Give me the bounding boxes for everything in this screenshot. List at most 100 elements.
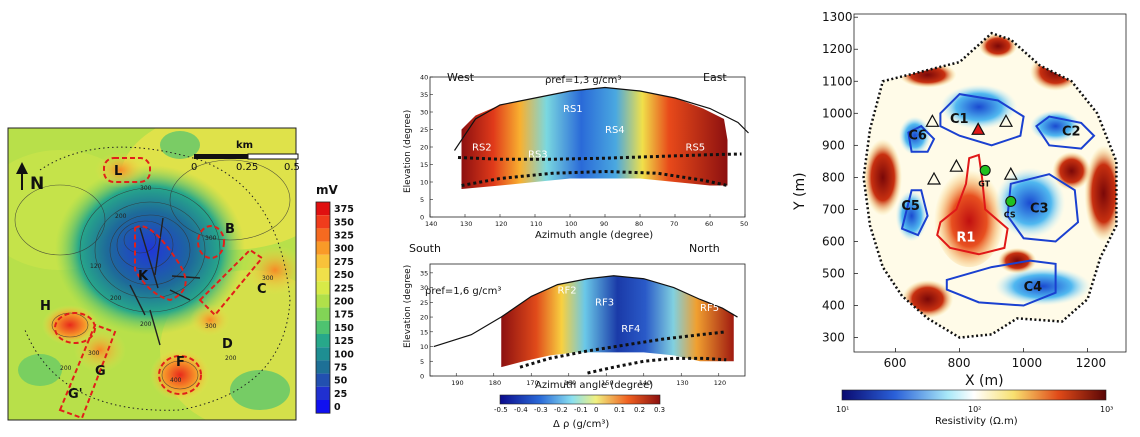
zone-label: C	[257, 282, 267, 297]
x-tick-label: 50	[740, 220, 748, 228]
sp-map-panel: L B K C H D G F G' 300 200 120 200 200 3…	[0, 100, 370, 430]
region-label: C2	[1062, 125, 1081, 140]
region-label: R1	[956, 230, 975, 245]
sp-colorbar-swatch	[316, 281, 330, 295]
x-tick-label: 800	[948, 356, 971, 370]
sp-colorbar-swatch	[316, 373, 330, 387]
region-label: C1	[950, 112, 969, 127]
station-marker	[979, 164, 991, 176]
density-bottom-panel: 190 180 170 160 150 140 130 120 0 5 10 15 20 25 30 35 R…	[395, 240, 765, 433]
region-label: RF5	[700, 303, 719, 314]
zone-label: L	[114, 164, 122, 179]
delta-rho-label: Δ ρ (g/cm³)	[553, 419, 609, 430]
resistivity-anomaly	[994, 167, 1066, 239]
triangle-marker	[998, 114, 1014, 127]
boundary-dashed-line	[461, 169, 728, 187]
x-tick-label: 130	[460, 220, 472, 228]
top-ylabel: Elevation (degree)	[403, 110, 413, 193]
contour-label: 200	[115, 213, 127, 220]
res-colorbar-label: Resistivity (Ω.m)	[935, 416, 1018, 427]
x-tick-label: 120	[714, 379, 726, 387]
triangle-marker	[925, 114, 940, 127]
sp-colorbar-swatch	[316, 400, 330, 414]
resistivity-svg: C1 C2 C3 C4 C5 C6 R1 GT CS 600 800 1000 1200 300 400…	[792, 10, 1127, 427]
top-title: ρref=1,3 g/cm³	[545, 75, 621, 86]
sp-colorbar-tick: 100	[334, 349, 354, 360]
sp-colorbar-tick: 350	[334, 217, 354, 228]
delta-rho-tick: 0.2	[634, 406, 645, 414]
resistivity-colorbar	[841, 389, 1107, 401]
bottom-ylabel: Elevation (degree)	[403, 265, 413, 348]
x-tick-label: 1000	[1012, 356, 1043, 370]
zone-label: B	[225, 222, 235, 237]
region-outline	[907, 124, 936, 153]
x-tick-label: 90	[600, 220, 608, 228]
region-label: RS2	[472, 143, 492, 154]
bottom-xlabel: Azimuth angle (degree)	[535, 380, 653, 391]
resistivity-anomaly	[1084, 145, 1117, 242]
y-tick-label: 1000	[822, 106, 853, 120]
delta-rho-tick: -0.3	[534, 406, 548, 414]
density-top-svg: 140 130 120 110 100 90 80 70 60 50 0 5 10 15 20 25 30 35 4…	[403, 71, 749, 241]
boundary-dashed-line	[587, 356, 727, 375]
sp-colorbar-unit: mV	[316, 183, 339, 197]
zone-label: F	[176, 355, 185, 370]
x-tick-label: 110	[530, 220, 542, 228]
y-tick-label: 15	[420, 161, 428, 169]
x-tick-label: 600	[884, 356, 907, 370]
y-tick-label: 1200	[822, 42, 853, 56]
region-label: RF2	[558, 285, 577, 296]
x-tick-label: 70	[670, 220, 678, 228]
region-outline	[900, 189, 929, 237]
resistivity-panel: C1 C2 C3 C4 C5 C6 R1 GT CS 600 800 1000 1200 300 400…	[790, 0, 1140, 433]
sp-colorbar-swatch	[316, 307, 330, 321]
zone-label: G	[95, 364, 106, 379]
res-xlabel: X (m)	[965, 373, 1004, 389]
y-tick-label: 5	[420, 196, 424, 204]
region-label: RF1	[479, 333, 498, 344]
y-tick-label: 300	[822, 331, 845, 345]
sp-colorbar-tick: 0	[334, 402, 341, 413]
sp-colorbar-swatch	[316, 334, 330, 348]
sp-colorbar-swatch	[316, 386, 330, 400]
zone-label: H	[40, 299, 51, 314]
res-ylabel: Y (m)	[792, 172, 808, 211]
region-label: RS3	[528, 150, 548, 161]
y-tick-label: 25	[420, 299, 428, 307]
contour-label: 200	[225, 355, 237, 362]
triangle-marker	[971, 122, 986, 135]
region-label: RS1	[563, 104, 583, 115]
topography-line	[454, 86, 749, 151]
triangle-marker	[949, 158, 964, 172]
boundary-dashed-line	[519, 330, 727, 369]
sp-colorbar-tick: 250	[334, 270, 354, 281]
boundary-dashed-line	[457, 152, 742, 161]
y-tick-label: 800	[822, 170, 845, 184]
x-tick-label: 1200	[1076, 356, 1107, 370]
scale-bar-unit: km	[236, 140, 253, 151]
y-tick-label: 5	[420, 358, 424, 366]
region-outline	[1006, 173, 1080, 243]
resistivity-anomaly	[1052, 151, 1091, 191]
contour-label: 300	[205, 235, 217, 242]
sp-colorbar-tick: 225	[334, 283, 354, 294]
station-label: CS	[1004, 210, 1016, 219]
density-anomaly-field	[501, 275, 734, 368]
x-tick-label: 170	[526, 379, 538, 387]
y-tick-label: 10	[420, 179, 428, 187]
scale-bar: km 0 0.25 0.5	[191, 140, 300, 173]
resistivity-anomaly	[934, 164, 1005, 268]
resistivity-anomaly	[940, 84, 1018, 130]
station-label: GT	[978, 179, 990, 188]
sp-colorbar-swatch	[316, 228, 330, 242]
delta-rho-tick: 0	[594, 406, 598, 414]
x-tick-label: 100	[565, 220, 577, 228]
sp-colorbar-swatch	[316, 268, 330, 282]
top-left-label: West	[447, 71, 475, 84]
sp-colorbar-swatch	[316, 360, 330, 374]
res-colorbar-tick: 10²	[968, 405, 981, 414]
x-tick-label: 130	[676, 379, 688, 387]
scale-tick: 0	[191, 162, 197, 173]
y-tick-label: 500	[822, 267, 845, 281]
contour-label: 200	[110, 295, 122, 302]
